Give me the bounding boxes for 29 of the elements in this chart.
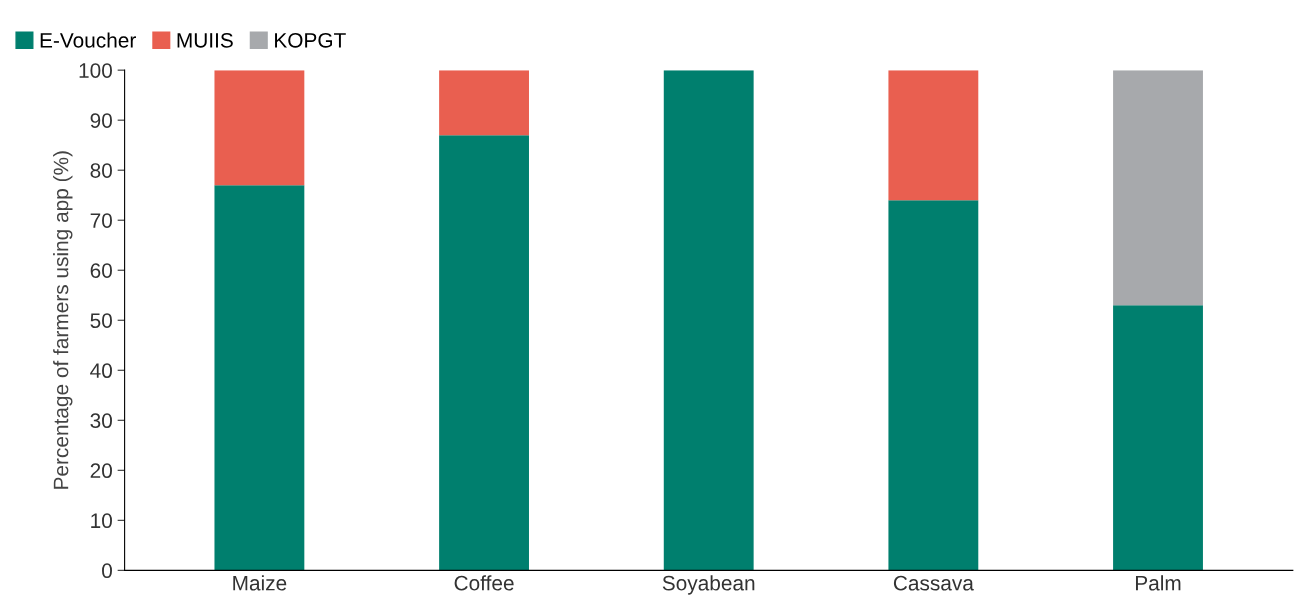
bar [888,200,979,571]
x-tick-label: Soyabean [662,575,755,595]
bar [439,135,529,571]
y-tick-label: 0 [102,563,112,579]
legend-label: KOPGT [275,32,346,48]
y-tick-label: 90 [90,113,112,128]
y-tick-label: 50 [90,313,112,328]
bar [214,70,305,186]
bar [439,70,529,136]
y-tick-label: 80 [90,163,112,178]
bar [888,70,979,201]
y-tick-label: 60 [90,263,112,278]
legend-label: E-Voucher [40,32,136,48]
x-tick-label: Coffee [454,575,514,591]
y-tick-label: 70 [90,213,112,228]
x-tick-label: Maize [233,575,287,591]
legend-label: MUIIS [177,32,233,48]
bar [1113,70,1203,306]
bar [663,70,754,571]
y-tick-label: 40 [90,363,112,379]
bar [214,185,305,571]
y-tick-label: 30 [90,413,112,429]
x-tick-label: Palm [1135,575,1181,591]
y-tick-label: 20 [90,463,112,479]
bar [1113,305,1203,571]
y-axis-title: Percentage of farmers using app (%) [53,151,73,489]
y-tick-label: 100 [79,63,112,78]
x-tick-label: Cassava [893,575,974,591]
y-tick-label: 10 [91,513,112,529]
